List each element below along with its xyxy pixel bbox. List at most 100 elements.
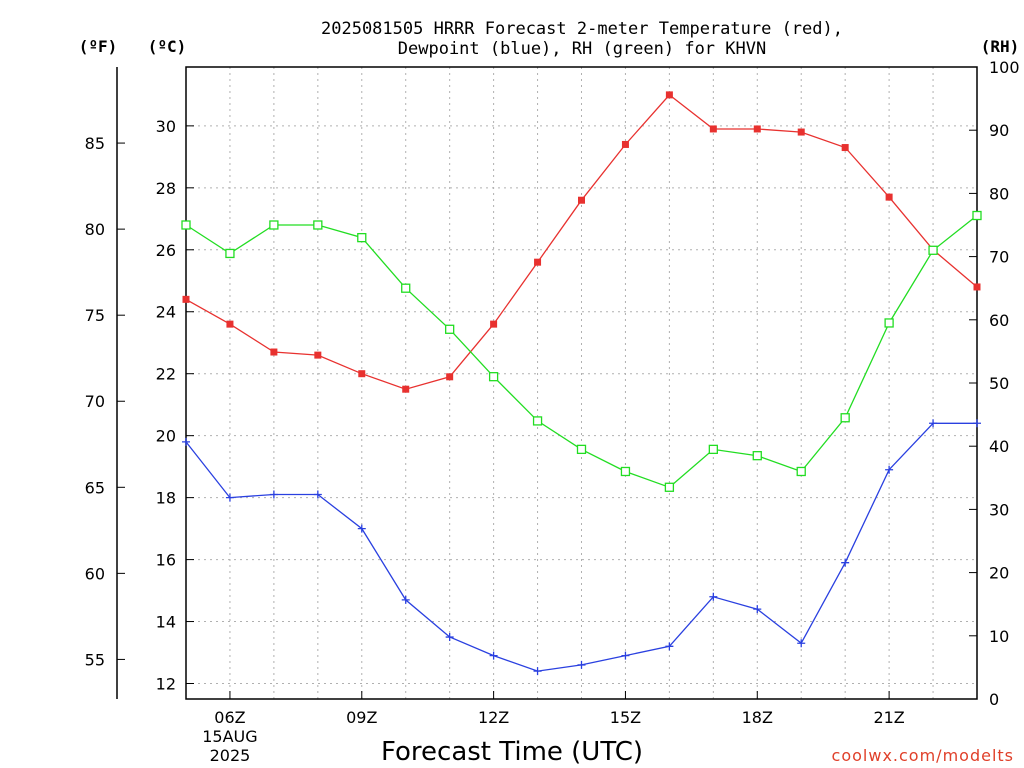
temperature-point bbox=[446, 373, 454, 381]
rh-unit-label: (RH) bbox=[981, 37, 1020, 56]
rh-point bbox=[488, 372, 499, 382]
fahrenheit-axis: 55 60 65 70 75 80 85 bbox=[85, 134, 125, 669]
temperature-point bbox=[490, 320, 498, 328]
rh-point bbox=[401, 283, 411, 293]
rh-tick-label: 30 bbox=[989, 500, 1009, 519]
rh-point bbox=[181, 220, 191, 230]
fahrenheit-tick-label: 85 bbox=[85, 134, 105, 153]
rh-tick-label: 70 bbox=[989, 248, 1009, 267]
chart-title-line2: Dewpoint (blue), RH (green) for KHVN bbox=[398, 39, 766, 59]
rh-tick-label: 0 bbox=[989, 690, 999, 709]
celsius-tick-label: 12 bbox=[156, 675, 176, 694]
celsius-tick-label: 28 bbox=[156, 179, 176, 198]
celsius-tick-label: 20 bbox=[156, 427, 176, 446]
dewpoint-point bbox=[357, 524, 366, 533]
celsius-tick-label: 22 bbox=[156, 365, 176, 384]
fahrenheit-tick-label: 75 bbox=[85, 306, 105, 325]
rh-point bbox=[928, 245, 938, 255]
rh-point bbox=[576, 444, 587, 455]
dewpoint-point bbox=[621, 651, 630, 660]
celsius-tick-label: 14 bbox=[156, 613, 176, 632]
rh-point bbox=[532, 416, 543, 426]
temperature-point bbox=[578, 196, 585, 204]
temperature-point bbox=[753, 125, 761, 133]
dewpoint-point bbox=[841, 558, 850, 567]
time-tick-label: 09Z bbox=[346, 708, 377, 727]
celsius-tick-label: 18 bbox=[156, 489, 176, 508]
rh-point bbox=[269, 220, 279, 230]
rh-point bbox=[796, 466, 806, 477]
dewpoint-point bbox=[885, 465, 894, 474]
credit-text: coolwx.com/modelts bbox=[832, 746, 1014, 765]
temperature-point bbox=[797, 128, 805, 136]
rh-tick-label: 60 bbox=[989, 311, 1009, 330]
celsius-tick-label: 26 bbox=[156, 241, 176, 260]
rh-point bbox=[313, 220, 323, 230]
temperature-point bbox=[841, 144, 849, 152]
dewpoint-point bbox=[665, 642, 674, 651]
x-axis-label: Forecast Time (UTC) bbox=[381, 737, 643, 767]
dewpoint-point bbox=[533, 667, 542, 676]
dewpoint-point bbox=[225, 493, 234, 502]
dewpoint-point bbox=[973, 419, 981, 428]
temperature-point bbox=[314, 351, 322, 359]
fahrenheit-tick-label: 80 bbox=[85, 220, 105, 239]
dewpoint-point bbox=[753, 605, 762, 614]
fahrenheit-tick-label: 70 bbox=[85, 392, 105, 411]
temperature-point bbox=[358, 370, 366, 378]
rh-axis: 0 10 20 30 40 50 60 70 80 90 100 bbox=[969, 58, 1020, 709]
rh-point bbox=[225, 248, 235, 259]
rh-point bbox=[357, 232, 367, 243]
dewpoint-point bbox=[401, 595, 410, 604]
celsius-tick-label: 16 bbox=[156, 551, 176, 570]
temperature-point bbox=[534, 258, 542, 266]
dewpoint-point bbox=[709, 592, 718, 601]
dewpoint-point bbox=[445, 633, 454, 642]
chart-title-line1: 2025081505 HRRR Forecast 2-meter Tempera… bbox=[321, 19, 843, 39]
dewpoint-point bbox=[313, 490, 322, 499]
rh-tick-label: 80 bbox=[989, 184, 1009, 203]
time-tick-label: 06Z bbox=[214, 708, 245, 727]
temperature-point bbox=[709, 125, 717, 133]
series-layer bbox=[181, 91, 982, 676]
rh-tick-label: 20 bbox=[989, 564, 1009, 583]
time-tick-label: 21Z bbox=[873, 708, 904, 727]
dewpoint-point bbox=[489, 651, 498, 660]
rh-tick-label: 10 bbox=[989, 627, 1009, 646]
rh-point bbox=[664, 482, 675, 492]
rh-point bbox=[752, 451, 762, 461]
celsius-tick-label: 24 bbox=[156, 303, 176, 322]
temperature-point bbox=[665, 91, 673, 99]
celsius-tick-label: 30 bbox=[156, 117, 176, 136]
rh-point bbox=[840, 413, 850, 423]
dewpoint-point bbox=[929, 419, 938, 428]
temperature-point bbox=[226, 320, 234, 328]
dewpoint-point bbox=[269, 490, 278, 499]
rh-point bbox=[445, 324, 455, 334]
rh-tick-label: 40 bbox=[989, 437, 1009, 456]
celsius-axis: 12 14 16 18 20 22 24 26 28 30 bbox=[156, 117, 194, 694]
celsius-unit-label: (ºC) bbox=[148, 37, 187, 56]
temperature-point bbox=[621, 140, 629, 148]
time-tick-label: 12Z bbox=[478, 708, 509, 727]
dewpoint-point bbox=[182, 437, 190, 446]
rh-point bbox=[620, 466, 631, 477]
rh-point bbox=[708, 444, 718, 455]
rh-tick-label: 50 bbox=[989, 374, 1009, 393]
rh-point bbox=[972, 210, 982, 221]
fahrenheit-unit-label: (ºF) bbox=[79, 37, 118, 56]
fahrenheit-tick-label: 55 bbox=[85, 650, 105, 669]
rh-tick-label: 90 bbox=[989, 121, 1009, 140]
time-tick-date-label: 15AUG bbox=[202, 727, 257, 746]
time-tick-label: 18Z bbox=[742, 708, 773, 727]
temperature-point bbox=[402, 385, 410, 393]
fahrenheit-tick-label: 60 bbox=[85, 564, 105, 583]
rh-point bbox=[884, 318, 894, 328]
temperature-point bbox=[885, 193, 893, 201]
time-tick-year-label: 2025 bbox=[210, 746, 251, 765]
temperature-point bbox=[973, 283, 981, 291]
fahrenheit-tick-label: 65 bbox=[85, 478, 105, 497]
temperature-point bbox=[270, 348, 278, 356]
